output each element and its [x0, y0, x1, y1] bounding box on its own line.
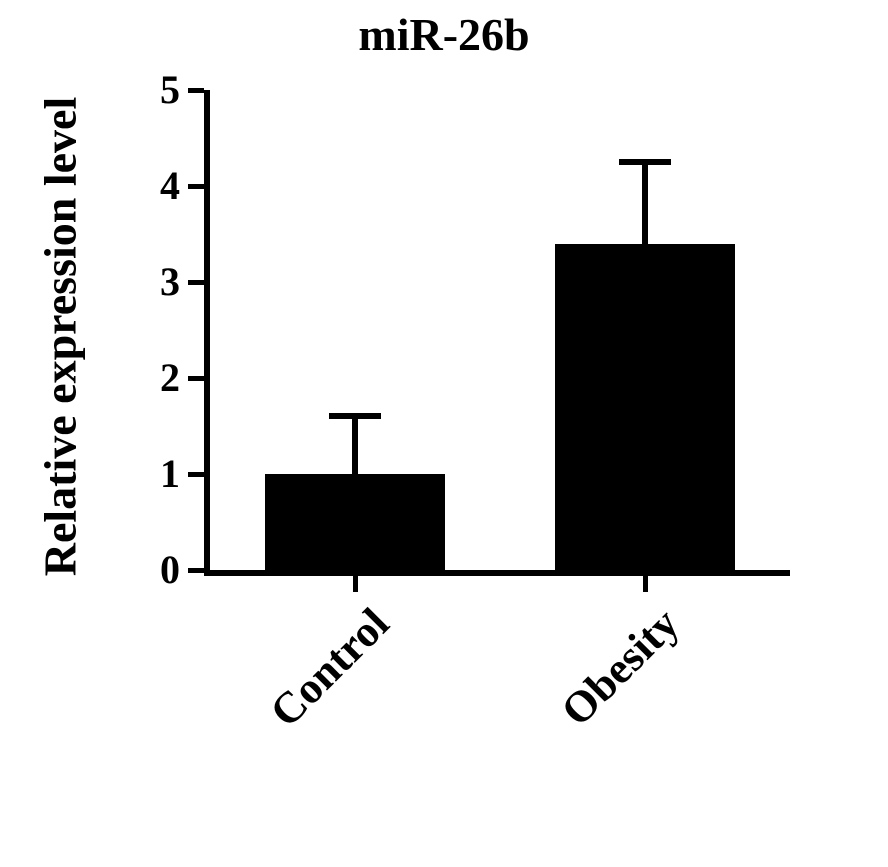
y-tick	[188, 472, 204, 477]
error-bar-cap	[329, 413, 381, 419]
x-axis-line	[204, 570, 790, 576]
plot-area: 012345ControlObesity	[210, 90, 790, 570]
y-axis-line	[204, 90, 210, 576]
y-tick	[188, 280, 204, 285]
x-tick	[353, 576, 358, 592]
x-tick-label: Obesity	[441, 598, 689, 846]
y-tick-label: 5	[120, 66, 180, 113]
y-tick-label: 1	[120, 450, 180, 497]
x-tick-label: Control	[151, 598, 399, 846]
y-tick-label: 2	[120, 354, 180, 401]
y-tick	[188, 88, 204, 93]
y-tick-label: 0	[120, 546, 180, 593]
error-bar-stem	[642, 162, 648, 244]
y-tick	[188, 568, 204, 573]
error-bar-stem	[352, 416, 358, 474]
chart-title: miR-26b	[0, 8, 888, 61]
error-bar-cap	[619, 159, 671, 165]
bar-obesity	[555, 244, 735, 570]
y-tick-label: 4	[120, 162, 180, 209]
y-tick	[188, 376, 204, 381]
y-axis-label: Relative expression level	[34, 57, 87, 617]
x-tick	[643, 576, 648, 592]
bar-chart: miR-26b Relative expression level 012345…	[0, 0, 888, 867]
y-tick-label: 3	[120, 258, 180, 305]
bar-control	[265, 474, 445, 570]
y-tick	[188, 184, 204, 189]
